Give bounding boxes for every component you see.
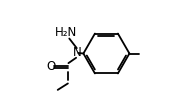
Text: H₂N: H₂N: [55, 26, 77, 39]
Text: O: O: [47, 60, 56, 73]
Text: N: N: [73, 46, 81, 59]
